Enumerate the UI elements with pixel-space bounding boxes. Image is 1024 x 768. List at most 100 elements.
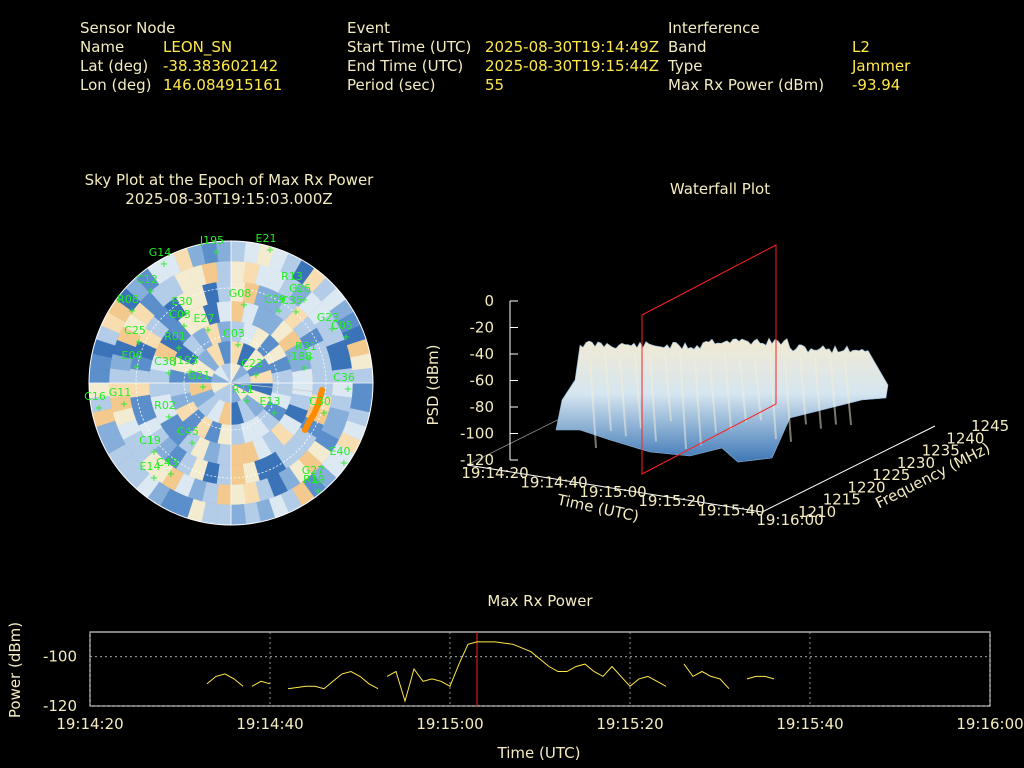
satellite-label: C30	[309, 395, 331, 408]
sensor-lon-label: Lon (deg)	[80, 76, 152, 94]
max-power-series-line	[287, 670, 379, 690]
satellite-marker: +	[313, 477, 321, 488]
satellite-label: C35	[281, 294, 303, 307]
sensor-lat-value: -38.383602142	[163, 57, 279, 75]
psd-tick-label: 0	[484, 292, 494, 310]
time-tick-label: 19:15:20	[638, 492, 705, 510]
satellite-marker: +	[128, 306, 136, 317]
satellite-label: C23	[241, 357, 263, 370]
waterfall-title: Waterfall Plot	[669, 180, 771, 198]
waterfall-epoch-marker	[641, 244, 777, 475]
interference-maxrx-value: -93.94	[852, 76, 901, 94]
satellite-label: G08	[229, 287, 252, 300]
satellite-label: C25	[124, 324, 146, 337]
satellite-label: G23	[317, 311, 340, 324]
satellite-label: C03	[223, 327, 245, 340]
satellite-marker: +	[275, 306, 283, 317]
satellite-marker: +	[180, 321, 188, 332]
freq-tick-label: 1215	[823, 491, 861, 509]
waterfall-time-axis	[466, 464, 763, 513]
satellite-marker: +	[165, 412, 173, 423]
psd-tick-label: -120	[460, 451, 494, 469]
event-end-value: 2025-08-30T19:15:44Z	[485, 57, 659, 75]
satellite-marker: +	[120, 399, 128, 410]
x-tick-label: 19:14:20	[56, 715, 123, 733]
psd-axis-title: PSD (dBm)	[424, 344, 442, 425]
waterfall-freq-axis	[761, 425, 936, 513]
satellite-label: J188	[287, 350, 312, 363]
satellite-marker: +	[270, 408, 278, 419]
waterfall-ridge	[829, 352, 837, 425]
jammer-track	[302, 387, 325, 433]
satellite-marker: +	[252, 370, 260, 381]
psd-tick-label: -80	[470, 398, 495, 416]
time-tick-label: 19:14:40	[520, 473, 587, 491]
satellite-marker: +	[175, 343, 183, 354]
satellite-label: G27	[302, 464, 325, 477]
sensor-node-header: Sensor Node	[80, 19, 176, 37]
satellite-label: C26	[289, 282, 311, 295]
satellite-marker: +	[186, 367, 194, 378]
waterfall-ridge	[604, 352, 612, 432]
y-axis-title: Power (dBm)	[6, 622, 24, 718]
skyplot-title: Sky Plot at the Epoch of Max Rx Power	[84, 171, 374, 189]
interference-band-value: L2	[852, 38, 870, 56]
satellite-marker: +	[344, 384, 352, 395]
satellite-marker: +	[167, 469, 175, 480]
satellite-label: C19	[139, 434, 161, 447]
waterfall-ridge	[709, 360, 717, 433]
sensor-lat-label: Lat (deg)	[80, 57, 149, 75]
satellite-marker: +	[165, 368, 173, 379]
satellite-label: G21	[188, 369, 211, 382]
interference-type-label: Type	[668, 57, 703, 75]
x-axis-title: Time (UTC)	[497, 744, 581, 762]
satellite-label: E30	[172, 295, 193, 308]
skyplot-heatmap	[89, 241, 373, 525]
waterfall-ridge	[634, 354, 642, 429]
satellite-label: E27	[194, 312, 215, 325]
waterfall-ridge	[814, 357, 822, 429]
satellite-label: R11	[232, 383, 254, 396]
satellite-marker: +	[266, 245, 274, 256]
satellite-label: R13	[281, 270, 303, 283]
satellite-label: R02	[154, 399, 176, 412]
max-power-series-line	[386, 641, 667, 703]
satellite-label: C36	[333, 371, 355, 384]
satellite-marker: +	[300, 363, 308, 374]
interference-maxrx-label: Max Rx Power (dBm)	[668, 76, 825, 94]
psd-tick-label: -60	[470, 372, 495, 390]
sensor-name-value: LEON_SN	[163, 38, 233, 56]
x-tick-label: 19:15:00	[416, 715, 483, 733]
waterfall-ridge	[754, 359, 762, 421]
psd-tick-label: -100	[460, 425, 494, 443]
satellite-label: C16	[84, 390, 106, 403]
event-header: Event	[347, 19, 390, 37]
satellite-label: C12	[136, 273, 158, 286]
satellite-marker: +	[320, 408, 328, 419]
time-tick-label: 19:16:00	[756, 511, 823, 529]
satellite-label: E40	[330, 445, 351, 458]
satellite-marker: +	[147, 286, 155, 297]
waterfall-ridge	[769, 355, 777, 440]
satellite-label: R19	[303, 473, 325, 486]
satellite-label: G11	[109, 386, 132, 399]
interference-band-label: Band	[668, 38, 707, 56]
freq-tick-label: 1225	[872, 466, 910, 484]
event-period-label: Period (sec)	[347, 76, 436, 94]
waterfall-ridge	[649, 355, 657, 442]
satellite-marker: +	[292, 283, 300, 294]
event-end-label: End Time (UTC)	[347, 57, 464, 75]
psd-tick-label: -40	[470, 345, 495, 363]
satellite-marker: +	[204, 325, 212, 336]
max-power-series-line	[746, 675, 775, 680]
max-power-series-line	[683, 663, 730, 690]
satellite-marker: +	[328, 324, 336, 335]
satellite-label: R31	[295, 340, 317, 353]
time-tick-label: 19:14:20	[461, 464, 528, 482]
sensor-name-label: Name	[80, 38, 125, 56]
skyplot-subtitle: 2025-08-30T19:15:03.000Z	[125, 190, 333, 208]
sensor-lon-value: 146.084915161	[163, 76, 283, 94]
satellite-label: C05	[331, 319, 353, 332]
